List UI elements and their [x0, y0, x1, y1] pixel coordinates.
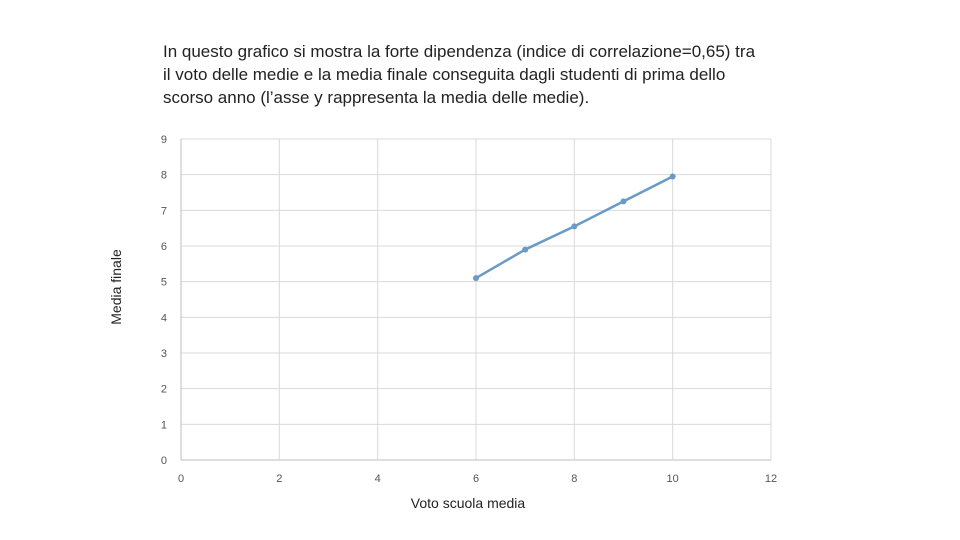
data-point: [669, 173, 676, 180]
data-point: [473, 275, 479, 282]
data-point: [571, 223, 578, 230]
x-tick-label: 0: [178, 473, 184, 485]
x-axis-title: Voto scuola media: [411, 495, 526, 511]
y-tick-label: 2: [161, 384, 167, 396]
y-tick-label: 9: [161, 134, 167, 146]
y-tick-label: 5: [161, 277, 167, 289]
y-tick-label: 6: [161, 241, 167, 253]
x-tick-label: 2: [276, 473, 282, 485]
x-tick-label: 10: [667, 473, 679, 485]
data-point: [522, 246, 529, 253]
caption-line-2: il voto delle medie e la media finale co…: [163, 65, 726, 84]
caption-line-1: In questo grafico si mostra la forte dip…: [163, 42, 756, 61]
x-tick-labels: 0 2 4 6 8 10 12: [178, 473, 777, 485]
y-tick-label: 1: [161, 419, 167, 431]
x-tick-label: 4: [375, 473, 381, 485]
caption-line-3: scorso anno (l’asse y rappresenta la med…: [163, 88, 590, 107]
y-axis-title: Media finale: [108, 249, 124, 325]
x-tick-label: 8: [571, 473, 577, 485]
y-tick-label: 3: [161, 348, 167, 360]
x-tick-label: 12: [765, 473, 777, 485]
y-tick-label: 8: [161, 170, 167, 182]
data-point: [620, 198, 627, 205]
data-series: [473, 173, 676, 282]
y-tick-label: 7: [161, 205, 167, 217]
grid-lines: [180, 138, 772, 461]
chart-caption: In questo grafico si mostra la forte dip…: [163, 40, 823, 109]
y-tick-labels: 0 1 2 3 4 5 6 7 8 9: [161, 134, 167, 467]
y-tick-label: 4: [161, 312, 167, 324]
x-tick-label: 6: [473, 473, 479, 485]
y-tick-label: 0: [161, 455, 167, 467]
